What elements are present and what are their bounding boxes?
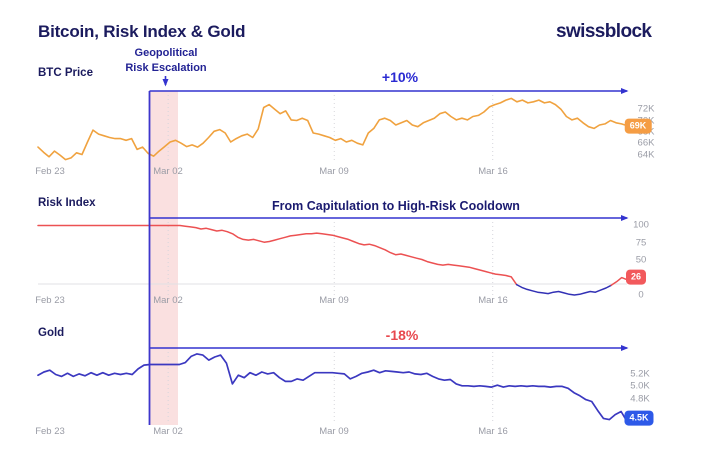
risk_index-line [515,283,612,296]
btc_price-line [37,97,628,161]
event-annotation: Geopolitical Risk Escalation [106,46,226,76]
gold-loss-annotation: -18% [385,327,419,343]
risk-phase-annotation: From Capitulation to High-Risk Cooldown [272,199,520,213]
risk_index-line [610,276,628,287]
chart-series [37,97,628,423]
risk_index-line [37,224,518,286]
gold-line [37,353,628,423]
event-annotation-line1: Geopolitical [134,47,198,59]
panel-label-risk-index: Risk Index [38,197,96,209]
gridlines [38,95,627,424]
panel-label-btc-price: BTC Price [38,67,93,79]
page-title: Bitcoin, Risk Index & Gold [38,22,246,41]
panel-label-gold: Gold [38,327,65,339]
btc-gain-annotation: +10% [381,69,419,85]
arrows [149,88,629,351]
event-annotation-line2: Risk Escalation [125,61,207,74]
swissblock-logo: swissblock [556,21,652,42]
